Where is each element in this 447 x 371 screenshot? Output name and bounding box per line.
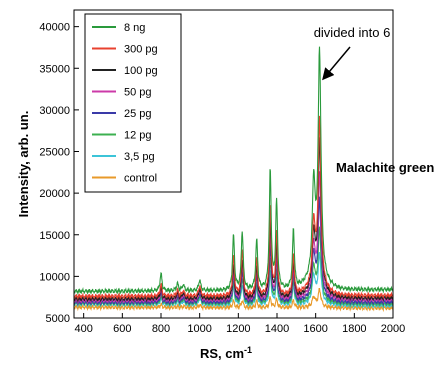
- y-tick-label: 20000: [39, 188, 70, 200]
- x-axis-label: RS, cm-1: [200, 345, 252, 361]
- series-line: [74, 115, 393, 301]
- y-tick-label: 10000: [39, 271, 70, 283]
- legend-entry: 3,5 pg: [124, 151, 155, 163]
- legend-entry: 12 pg: [124, 130, 152, 142]
- y-tick-label: 30000: [39, 105, 70, 117]
- x-tick-label: 1000: [187, 323, 211, 335]
- legend-box: [84, 13, 182, 193]
- legend-entry: 25 pg: [124, 108, 152, 120]
- x-tick-label: 400: [74, 323, 92, 335]
- y-axis: 5000 10000 15000 20000 25000 30000 35000 40000: [39, 22, 79, 325]
- legend: 8 ng 300 pg 100 pg 50 pg 25 pg 12 pg 3,5 pg con…: [84, 13, 182, 193]
- annotations: divided into 6 Malachite green: [314, 25, 435, 175]
- annotation-malachite-green: Malachite green: [336, 160, 434, 175]
- y-tick-label: 15000: [39, 230, 70, 242]
- x-tick-label: 1200: [226, 323, 250, 335]
- x-axis-label-superscript: -1: [244, 345, 252, 355]
- x-tick-label: 1400: [265, 323, 289, 335]
- legend-entry: control: [124, 173, 157, 185]
- annotation-divided-into-6: divided into 6: [314, 25, 391, 40]
- series-layer: [74, 46, 393, 313]
- series-line: [74, 288, 393, 313]
- plot-frame: [73, 9, 394, 319]
- x-tick-label: 1600: [303, 323, 327, 335]
- x-tick-label: 2000: [381, 323, 405, 335]
- legend-entry: 300 pg: [124, 44, 158, 56]
- y-tick-label: 25000: [39, 147, 70, 159]
- y-tick-label: 35000: [39, 63, 70, 75]
- y-tick-label: 40000: [39, 22, 70, 34]
- y-axis-label: Intensity, arb. un.: [16, 111, 31, 218]
- annotation-arrow: [322, 46, 351, 81]
- y-tick-label: 5000: [46, 313, 70, 325]
- legend-entry: 50 pg: [124, 87, 152, 99]
- legend-entry: 100 pg: [124, 65, 158, 77]
- legend-entry: 8 ng: [124, 22, 145, 34]
- x-tick-label: 800: [152, 323, 170, 335]
- x-tick-label: 1800: [342, 323, 366, 335]
- series-line: [74, 226, 393, 308]
- x-tick-label: 600: [113, 323, 131, 335]
- series-line: [74, 137, 393, 303]
- x-axis: 400 600 800 1000 1200 1400 1600 1800 2000: [74, 313, 405, 335]
- x-axis-label-text: RS, cm: [200, 346, 244, 361]
- series-line: [74, 251, 393, 310]
- series-line: [74, 46, 393, 296]
